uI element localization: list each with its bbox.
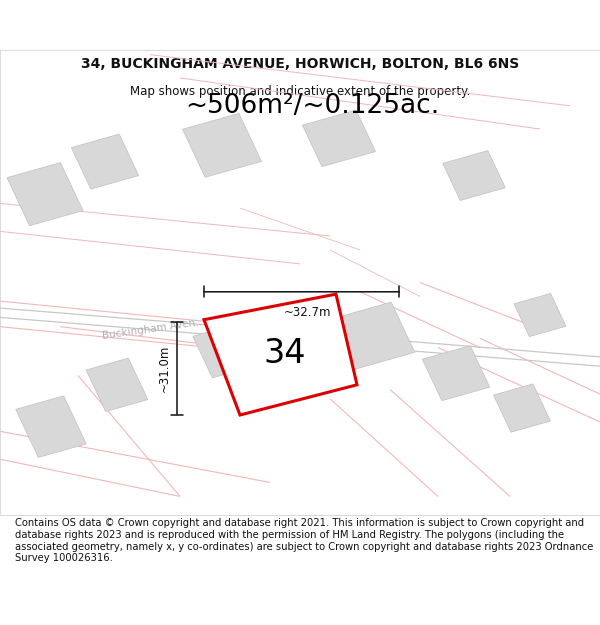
Polygon shape xyxy=(71,134,139,189)
Text: 34: 34 xyxy=(263,337,305,370)
Polygon shape xyxy=(329,302,415,370)
Text: ~32.7m: ~32.7m xyxy=(284,306,331,319)
Polygon shape xyxy=(494,384,550,432)
Text: Map shows position and indicative extent of the property.: Map shows position and indicative extent… xyxy=(130,85,470,98)
Polygon shape xyxy=(422,346,490,401)
Text: Buckingham Aven...: Buckingham Aven... xyxy=(102,317,206,341)
Polygon shape xyxy=(7,162,83,226)
Polygon shape xyxy=(182,113,262,178)
Polygon shape xyxy=(514,294,566,337)
Text: 34, BUCKINGHAM AVENUE, HORWICH, BOLTON, BL6 6NS: 34, BUCKINGHAM AVENUE, HORWICH, BOLTON, … xyxy=(81,57,519,71)
Polygon shape xyxy=(204,294,357,415)
Polygon shape xyxy=(16,396,86,458)
Text: ~31.0m: ~31.0m xyxy=(157,345,170,392)
Polygon shape xyxy=(302,110,376,167)
Polygon shape xyxy=(193,322,263,378)
Text: Contains OS data © Crown copyright and database right 2021. This information is : Contains OS data © Crown copyright and d… xyxy=(15,518,593,563)
Polygon shape xyxy=(86,358,148,411)
Polygon shape xyxy=(443,151,505,201)
Text: ~506m²/~0.125ac.: ~506m²/~0.125ac. xyxy=(185,92,439,119)
